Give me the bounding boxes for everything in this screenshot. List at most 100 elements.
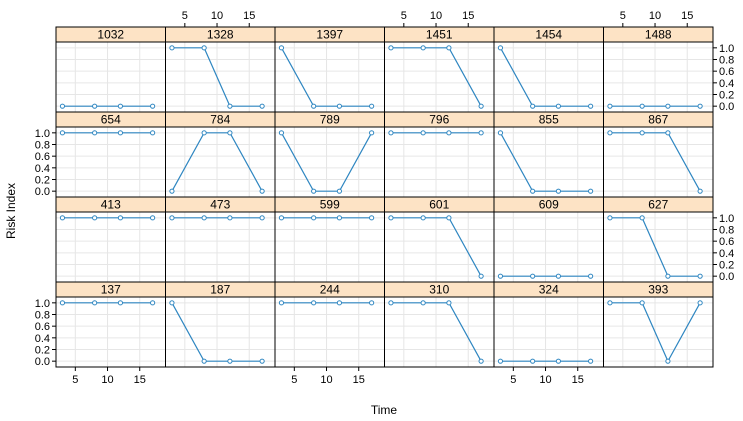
series-line-1454 xyxy=(499,47,591,107)
y-tick-label: 1.0 xyxy=(719,43,734,55)
data-point-137 xyxy=(59,300,66,306)
data-point-627 xyxy=(607,215,613,221)
data-point-654 xyxy=(150,130,156,136)
panel-label-627: 627 xyxy=(648,198,668,212)
data-point-187 xyxy=(201,358,207,364)
y-tick-label: 0.2 xyxy=(35,175,50,187)
series-line-789 xyxy=(280,132,373,192)
panel-label-855: 855 xyxy=(539,113,559,127)
data-point-137 xyxy=(150,300,156,306)
data-point-473 xyxy=(201,215,207,221)
data-point-599 xyxy=(311,215,317,221)
x-tick-label: 10 xyxy=(539,374,551,386)
y-tick-label: 0.4 xyxy=(719,248,734,260)
y-tick-label: 0.2 xyxy=(719,90,734,102)
data-point-244 xyxy=(369,300,375,306)
data-point-324 xyxy=(555,358,562,364)
data-point-1488 xyxy=(639,103,645,109)
y-tick-label: 0.0 xyxy=(35,186,50,198)
y-tick-label: 0.8 xyxy=(719,55,734,67)
y-tick-label: 0.6 xyxy=(35,151,50,163)
data-point-654 xyxy=(59,130,66,136)
data-point-796 xyxy=(420,130,426,136)
data-point-1328 xyxy=(227,103,233,109)
data-point-796 xyxy=(478,130,484,136)
data-point-1451 xyxy=(420,45,426,51)
x-tick-label: 15 xyxy=(353,374,365,386)
series-line-784 xyxy=(171,132,263,192)
panel-label-413: 413 xyxy=(101,198,121,212)
y-tick-label: 0.4 xyxy=(35,163,50,175)
data-point-855 xyxy=(530,188,536,194)
series-line-867 xyxy=(609,132,701,192)
data-point-1451 xyxy=(388,45,394,51)
data-point-867 xyxy=(665,130,671,136)
panel-label-1032: 1032 xyxy=(97,28,124,42)
series-line-601 xyxy=(390,217,482,277)
series-line-187 xyxy=(171,302,263,362)
data-point-1032 xyxy=(59,103,66,109)
series-line-1328 xyxy=(171,47,263,107)
data-point-244 xyxy=(336,300,343,306)
panel-label-244: 244 xyxy=(320,283,340,297)
y-tick-label: 0.8 xyxy=(35,140,50,152)
series-layer xyxy=(59,45,703,364)
data-point-324 xyxy=(530,358,536,364)
data-point-1488 xyxy=(697,103,703,109)
x-tick-label: 10 xyxy=(101,374,113,386)
data-point-796 xyxy=(446,130,452,136)
data-point-796 xyxy=(388,130,394,136)
axes-layer: 0.00.20.40.60.81.00.00.20.40.60.81.00.00… xyxy=(35,10,735,386)
data-point-473 xyxy=(227,215,233,221)
y-axis-label: Risk Index xyxy=(4,183,18,239)
data-point-310 xyxy=(420,300,426,306)
series-line-310 xyxy=(390,302,482,362)
x-tick-label: 5 xyxy=(182,10,188,22)
y-tick-label: 1.0 xyxy=(35,298,50,310)
x-tick-label: 5 xyxy=(291,374,297,386)
series-line-627 xyxy=(609,217,701,277)
data-point-324 xyxy=(588,358,594,364)
panel-label-393: 393 xyxy=(648,283,668,297)
data-point-1397 xyxy=(369,103,375,109)
series-line-1451 xyxy=(390,47,482,107)
panel-label-1451: 1451 xyxy=(426,28,453,42)
data-point-187 xyxy=(259,358,265,364)
data-point-393 xyxy=(665,358,671,364)
data-point-789 xyxy=(336,188,343,194)
data-point-310 xyxy=(388,300,394,306)
data-point-1397 xyxy=(336,103,343,109)
data-point-601 xyxy=(446,215,452,221)
data-point-1328 xyxy=(201,45,207,51)
panel-label-867: 867 xyxy=(648,113,668,127)
data-point-601 xyxy=(388,215,394,221)
series-line-393 xyxy=(609,302,701,363)
panel-label-789: 789 xyxy=(320,113,340,127)
data-point-413 xyxy=(92,215,98,221)
y-tick-label: 0.4 xyxy=(719,78,734,90)
x-tick-label: 10 xyxy=(320,374,332,386)
panel-label-609: 609 xyxy=(539,198,559,212)
panel-label-601: 601 xyxy=(429,198,449,212)
y-tick-label: 1.0 xyxy=(719,213,734,225)
x-tick-label: 5 xyxy=(510,374,516,386)
data-point-1451 xyxy=(478,103,484,109)
data-point-627 xyxy=(665,273,671,279)
data-point-609 xyxy=(588,273,594,279)
y-tick-label: 1.0 xyxy=(35,128,50,140)
data-point-601 xyxy=(478,273,484,279)
data-point-867 xyxy=(697,188,703,194)
series-line-855 xyxy=(499,132,591,192)
data-point-1032 xyxy=(117,103,124,109)
panel-label-784: 784 xyxy=(210,113,230,127)
y-tick-label: 0.6 xyxy=(719,66,734,78)
panel-label-1454: 1454 xyxy=(535,28,562,42)
x-tick-label: 5 xyxy=(401,10,407,22)
data-point-609 xyxy=(497,273,504,279)
x-tick-label: 15 xyxy=(134,374,146,386)
panel-label-654: 654 xyxy=(101,113,121,127)
data-point-310 xyxy=(446,300,452,306)
panel-label-324: 324 xyxy=(539,283,559,297)
data-point-187 xyxy=(227,358,233,364)
strip-layer: 1032 1328 1397 1451 1454 1488 654 784 789 796 855 8… xyxy=(55,26,714,298)
